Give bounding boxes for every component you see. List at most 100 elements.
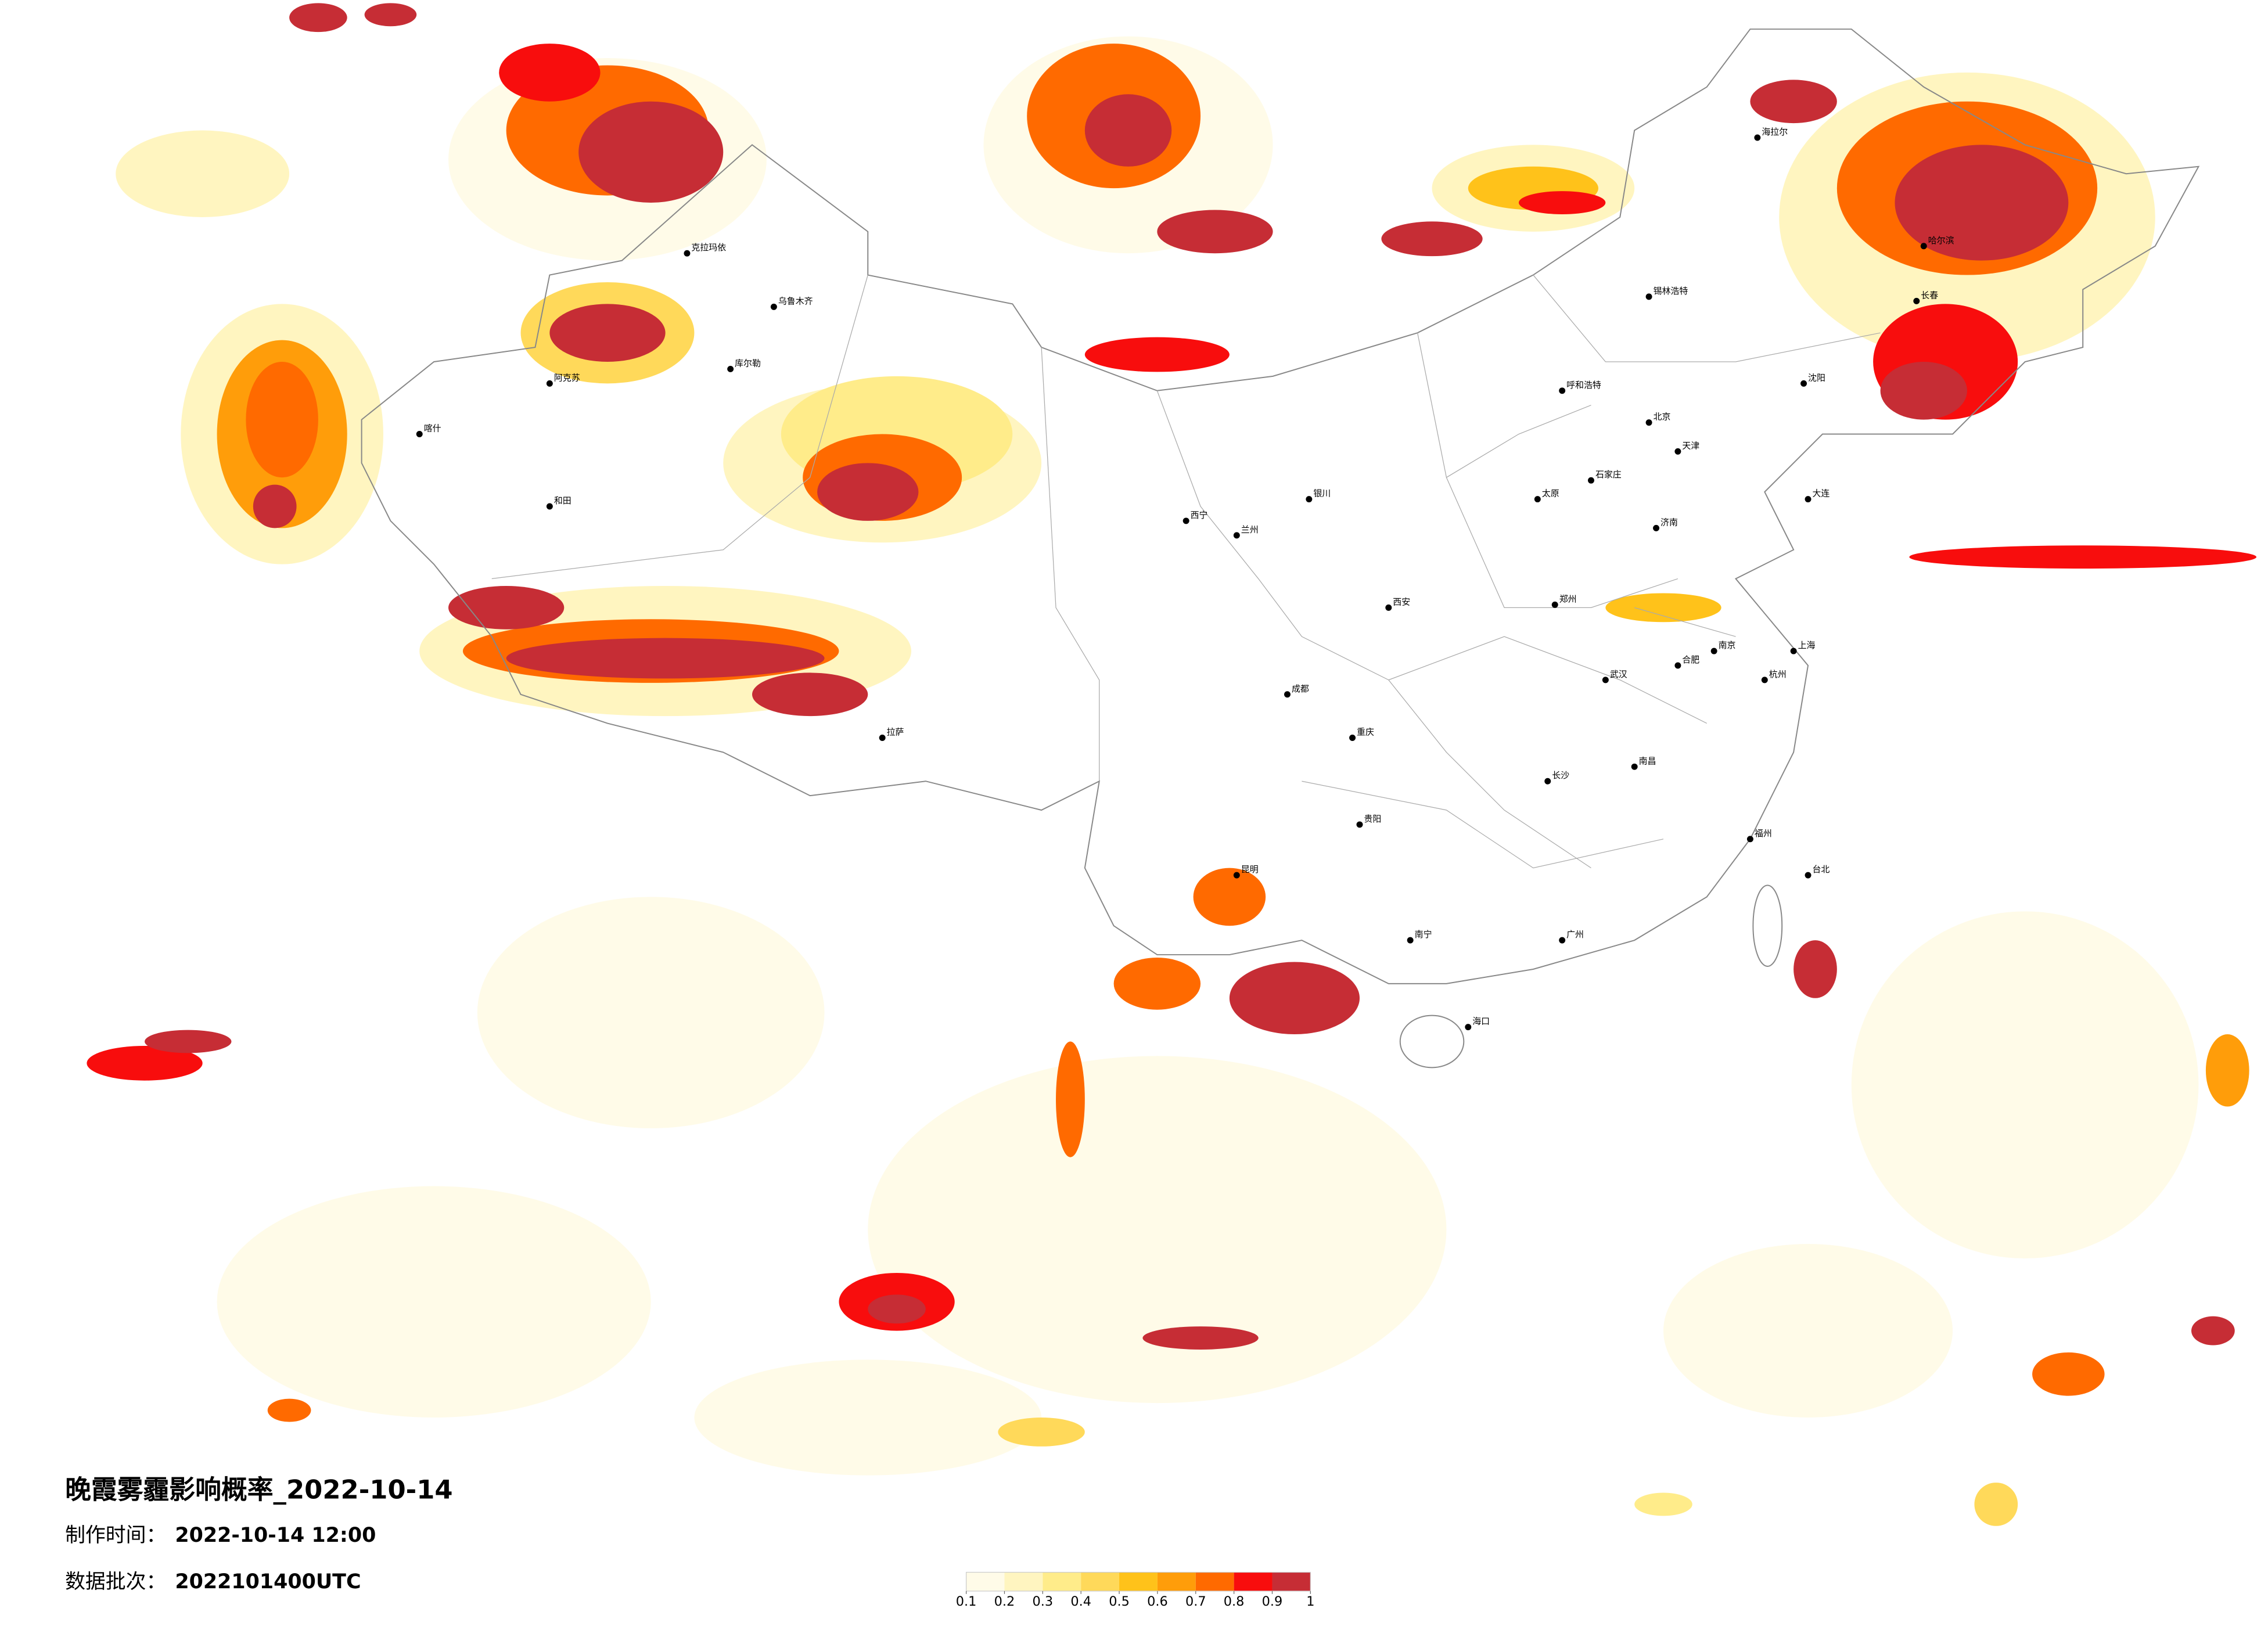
city-dot (1761, 677, 1768, 684)
city-label: 重庆 (1357, 727, 1374, 738)
legend-tick-label: 0.2 (994, 1594, 1015, 1609)
haze-area (694, 1359, 1042, 1476)
city-label: 成都 (1292, 684, 1309, 694)
city-label: 贵阳 (1364, 814, 1381, 824)
city-dot (727, 365, 734, 372)
haze-area (1793, 940, 1837, 998)
haze-area (116, 130, 290, 217)
legend-tick-label: 0.4 (1070, 1594, 1091, 1609)
haze-area (1750, 80, 1837, 124)
color-legend: 0.1 0.2 0.3 0.4 0.5 0.6 0.7 0.8 0.9 1 (956, 1571, 1314, 1609)
city-dot (1754, 134, 1761, 141)
city-label: 和田 (554, 495, 572, 506)
city-dot (1805, 496, 1811, 503)
city-dot (1284, 691, 1291, 698)
haze-area (1056, 1041, 1085, 1157)
haze-area (2205, 1034, 2249, 1107)
haze-area (267, 1398, 311, 1422)
haze-area (1381, 221, 1483, 257)
haze-area (506, 638, 825, 679)
legend-swatch (1234, 1572, 1273, 1591)
haze-area (477, 897, 825, 1128)
city-dot (1551, 601, 1558, 608)
province-lines (491, 275, 1881, 869)
legend-tick-label: 0.8 (1224, 1594, 1245, 1609)
made-time-value: 2022-10-14 12:00 (175, 1524, 376, 1547)
legend-tick-label: 0.5 (1109, 1594, 1130, 1609)
haze-area (578, 101, 724, 203)
city-label: 太原 (1542, 488, 1559, 499)
city-dot (1674, 662, 1681, 669)
haze-area (549, 304, 666, 362)
city-dot (1534, 496, 1541, 503)
batch-value: 2022101400UTC (175, 1570, 361, 1593)
legend-frame (965, 1571, 1311, 1592)
city-dot (1349, 735, 1356, 741)
haze-area (1634, 1492, 1692, 1516)
city-dot (546, 503, 553, 510)
haze-area (752, 672, 868, 717)
haze-area (1113, 958, 1201, 1010)
city-dot (1465, 1024, 1472, 1031)
haze-area (2191, 1316, 2235, 1346)
haze-area (499, 44, 601, 102)
city-dot (1913, 297, 1920, 304)
legend-swatch (1195, 1572, 1234, 1591)
haze-area (448, 586, 565, 629)
city-label: 杭州 (1769, 669, 1787, 679)
city-dot (1674, 448, 1681, 455)
city-dot (1544, 778, 1551, 785)
haze-area (868, 1294, 926, 1324)
legend-tick-label: 0.6 (1147, 1594, 1168, 1609)
haze-area (1974, 1483, 2018, 1526)
haze-area (1663, 1244, 1953, 1418)
city-label: 沈阳 (1808, 372, 1825, 383)
city-label: 昆明 (1241, 864, 1259, 875)
legend-tick-label: 0.3 (1033, 1594, 1054, 1609)
city-dot (1233, 872, 1240, 879)
haze-area (998, 1418, 1085, 1447)
city-label: 喀什 (424, 423, 441, 434)
city-label: 库尔勒 (735, 358, 761, 368)
city-label: 上海 (1798, 640, 1816, 650)
city-label: 广州 (1566, 929, 1584, 940)
city-label: 武汉 (1610, 669, 1627, 679)
legend-swatch (1004, 1572, 1043, 1591)
haze-area (1084, 337, 1230, 372)
haze-area (1880, 361, 1967, 420)
city-label: 海口 (1472, 1016, 1490, 1027)
island-outline (1752, 884, 1783, 967)
city-dot (1800, 380, 1807, 387)
haze-area (217, 1186, 651, 1418)
haze-area (145, 1030, 232, 1053)
city-dot (1356, 821, 1363, 828)
city-label: 海拉尔 (1762, 127, 1788, 137)
probability-field (87, 3, 2257, 1526)
city-label: 长春 (1921, 290, 1938, 300)
city-label: 长沙 (1552, 770, 1569, 780)
haze-area (87, 1045, 203, 1081)
city-dot (1587, 477, 1594, 484)
haze-area (289, 3, 347, 33)
city-dot (1559, 387, 1566, 394)
made-time-label: 制作时间： (65, 1524, 166, 1547)
city-label: 石家庄 (1595, 469, 1622, 480)
city-dot (1385, 604, 1392, 611)
island-outline (1399, 1015, 1465, 1069)
city-dot (1645, 293, 1652, 300)
city-label: 银川 (1313, 488, 1331, 499)
city-label: 合肥 (1682, 654, 1699, 665)
city-dot (1710, 647, 1717, 654)
map-title: 晚霞雾霾影响概率_2022-10-14 (65, 1474, 453, 1505)
haze-area (1851, 911, 2199, 1259)
haze-area (1605, 593, 1721, 623)
city-dot (1306, 496, 1313, 503)
city-dot (1790, 647, 1797, 654)
legend-swatch (1272, 1572, 1311, 1591)
haze-area (1157, 210, 1273, 254)
data-batch: 数据批次： 2022101400UTC (65, 1570, 361, 1593)
city-dot (1653, 524, 1660, 531)
haze-area (817, 463, 919, 521)
